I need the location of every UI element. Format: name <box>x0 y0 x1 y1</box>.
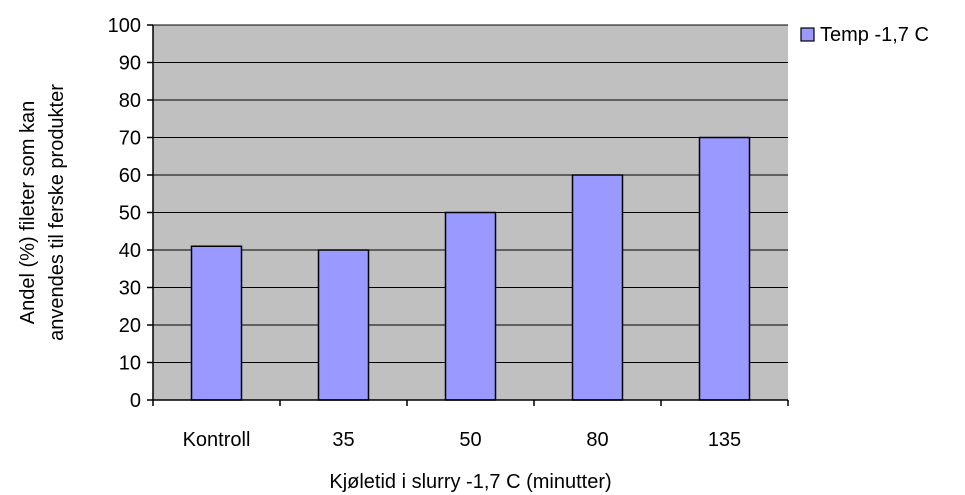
y-axis-title-line: anvendes til ferske produkter <box>46 84 68 341</box>
bar <box>190 245 243 401</box>
x-axis-title: Kjøletid i slurry -1,7 C (minutter) <box>329 471 611 493</box>
x-axis: Kontroll 35 50 80 135 <box>152 399 789 451</box>
x-tick-label: 35 <box>332 429 354 451</box>
y-tick-label: 20 <box>119 315 141 337</box>
bar <box>698 136 751 401</box>
x-tick-label: Kontroll <box>183 429 251 451</box>
y-tick-label: 10 <box>119 353 141 375</box>
y-tick-label: 60 <box>119 165 141 187</box>
y-tick-label: 80 <box>119 90 141 112</box>
legend: Temp -1,7 C <box>800 24 929 46</box>
bars <box>190 136 751 401</box>
y-tick-label: 0 <box>130 390 141 412</box>
legend-swatch <box>800 27 815 42</box>
x-tick-label: 80 <box>586 429 608 451</box>
y-tick-label: 70 <box>119 128 141 150</box>
y-axis: 0 10 20 30 40 50 60 70 80 90 100 <box>108 15 154 412</box>
y-axis-title: Andel (%) fileter som kan anvendes til fe… <box>17 84 68 341</box>
y-tick-label: 30 <box>119 278 141 300</box>
legend-label: Temp -1,7 C <box>820 24 929 46</box>
y-tick-label: 100 <box>108 15 141 37</box>
y-tick-label: 40 <box>119 240 141 262</box>
x-tick-label: 135 <box>708 429 741 451</box>
y-axis-title-line: Andel (%) fileter som kan <box>17 101 39 324</box>
x-tick-label: 50 <box>459 429 481 451</box>
bar <box>317 249 370 401</box>
bar <box>571 174 624 401</box>
y-tick-label: 90 <box>119 53 141 75</box>
y-tick-label: 50 <box>119 203 141 225</box>
bar <box>444 211 497 401</box>
